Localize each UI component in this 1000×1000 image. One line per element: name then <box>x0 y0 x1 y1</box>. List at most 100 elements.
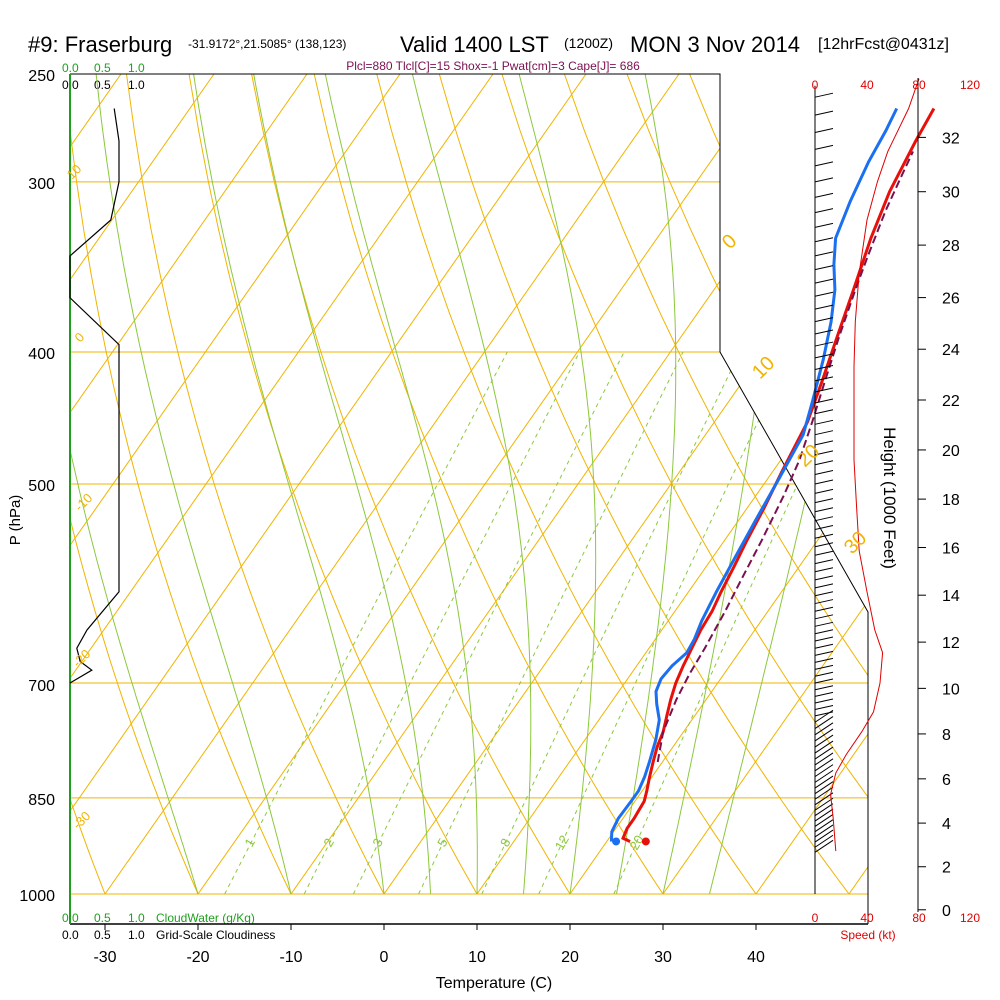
forecast-label: [12hrFcst@0431z] <box>818 36 949 53</box>
valid-time: Valid 1400 LST <box>400 32 549 57</box>
wind-barb <box>814 606 834 612</box>
isotherm <box>0 74 28 894</box>
wind-barb <box>814 824 834 838</box>
temperature-line <box>621 107 936 843</box>
wind-barb <box>814 709 834 723</box>
cloudiness-profile <box>69 108 120 684</box>
wind-barb <box>814 208 834 214</box>
mixing-ratio-line <box>481 351 741 895</box>
wind-barb <box>814 460 834 466</box>
wind-barb <box>814 341 834 347</box>
x-tick-label: 30 <box>654 949 672 966</box>
isotherm-label: 0 <box>72 329 88 345</box>
pressure-tick-label: 400 <box>28 346 55 363</box>
wind-barb <box>814 507 834 513</box>
height-tick-label: 2 <box>942 860 951 877</box>
speed-line <box>830 78 920 852</box>
wind-barb <box>814 533 834 539</box>
wind-barb <box>814 839 834 853</box>
x-tick-label: 10 <box>468 949 486 966</box>
utc-time: (1200Z) <box>564 35 613 51</box>
wind-barb <box>814 353 834 359</box>
height-axis-label: Height (1000 Feet) <box>880 427 899 569</box>
dry-adiabat <box>188 74 478 895</box>
isotherm <box>662 74 868 895</box>
speed-tick-top: 80 <box>912 78 926 92</box>
isotherm-label: -30 <box>70 808 94 832</box>
parcel-info: Plcl=880 Tlcl[C]=15 Shox=-1 Pwat[cm]=3 C… <box>346 59 640 73</box>
y-axis-label: P (hPa) <box>7 495 24 546</box>
pressure-tick-label: 850 <box>28 792 55 809</box>
wind-barb <box>814 657 834 663</box>
dry-adiabat <box>376 74 757 895</box>
cloudiness-label: Grid-Scale Cloudiness <box>156 928 275 942</box>
isotherm-label: -10 <box>72 490 96 514</box>
wind-barb <box>814 251 834 257</box>
wind-barb <box>814 479 834 485</box>
wind-barb <box>814 752 834 766</box>
wind-barb <box>814 488 834 494</box>
wind-barb <box>814 419 834 425</box>
wind-barb <box>814 92 834 98</box>
wind-barb <box>814 192 834 198</box>
wind-barb <box>814 671 834 677</box>
wind-barb <box>814 722 834 736</box>
cloudiness-tick: 1.0 <box>128 928 145 942</box>
moist-adiabat <box>70 74 199 895</box>
x-tick-label: -20 <box>186 949 209 966</box>
wind-barb <box>814 583 834 589</box>
x-tick-label: -30 <box>93 949 116 966</box>
height-tick-label: 0 <box>942 903 951 920</box>
wind-barb <box>814 664 834 670</box>
wind-barb <box>814 792 834 806</box>
wind-barb <box>814 813 834 827</box>
wind-barb <box>814 691 834 697</box>
wind-barb <box>814 278 834 284</box>
cloudiness-tick: 0.0 <box>62 928 79 942</box>
station-title: #9: Fraserburg <box>28 32 172 57</box>
parcel-line <box>656 151 914 763</box>
isotherm <box>70 74 215 895</box>
isotherm <box>197 74 773 895</box>
wind-barb <box>814 567 834 573</box>
speed-tick-bottom: 0 <box>812 911 819 925</box>
pressure-tick-label: 250 <box>28 68 55 85</box>
mixing-ratio-label: 2 <box>320 836 337 850</box>
wind-barb <box>814 110 834 116</box>
wind-barb <box>814 734 834 748</box>
wind-barb <box>814 716 834 729</box>
mixing-ratio-label: 3 <box>369 836 386 850</box>
speed-tick-top: 120 <box>960 78 980 92</box>
wind-barb <box>814 758 834 772</box>
mixing-ratio-line <box>224 351 508 895</box>
wind-barb <box>814 128 834 134</box>
cloudwater-tick: 0.5 <box>94 911 111 925</box>
wind-barb <box>814 265 834 271</box>
wind-barb <box>814 161 834 167</box>
wind-barb <box>814 834 834 848</box>
cloudwater-tick: 1.0 <box>128 911 145 925</box>
wind-barb <box>814 430 834 436</box>
pressure-tick-label: 500 <box>28 478 55 495</box>
height-tick-label: 30 <box>942 185 960 202</box>
height-tick-label: 20 <box>942 443 960 460</box>
height-tick-label: 24 <box>942 342 960 359</box>
speed-tick-bottom: 40 <box>860 911 874 925</box>
wind-barb <box>814 728 834 742</box>
wind-barb <box>814 786 834 800</box>
wind-barb <box>814 516 834 522</box>
wind-barb <box>814 740 834 754</box>
wind-barb <box>814 387 834 393</box>
dry-adiabat <box>70 74 292 895</box>
height-tick-label: 16 <box>942 541 960 558</box>
wind-barb <box>814 629 834 635</box>
wind-barb <box>814 450 834 456</box>
dewpoint-line <box>609 107 899 842</box>
cloud-axis-top: 0.0 0.5 1.0 0.0 0.5 1.0 <box>62 61 145 92</box>
pressure-tick-label: 700 <box>28 678 55 695</box>
wind-barb <box>814 808 834 822</box>
isotherm <box>104 74 680 895</box>
wind-barb <box>814 698 834 704</box>
wind-barb <box>814 819 834 833</box>
